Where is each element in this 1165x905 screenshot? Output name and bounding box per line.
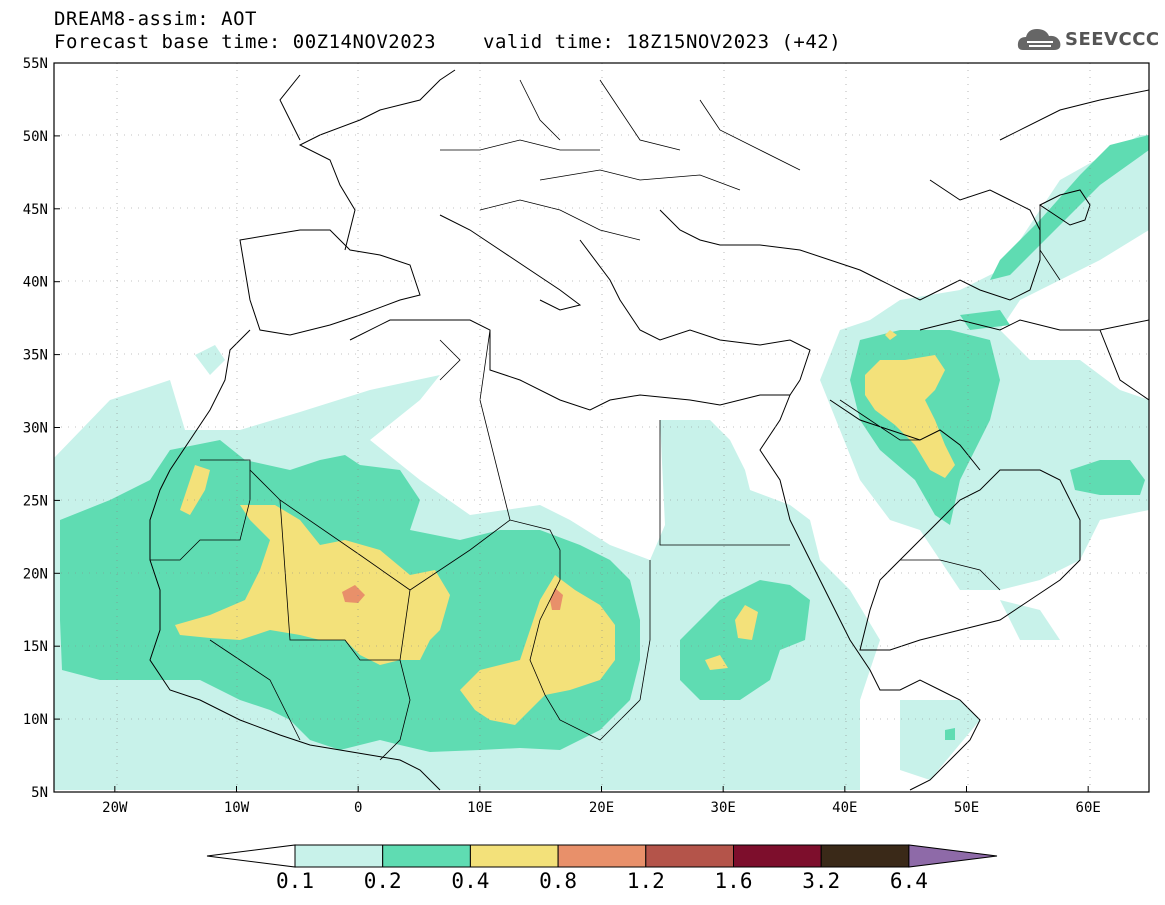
colorbar-bin: [557, 844, 647, 868]
lon-label: 30E: [711, 800, 736, 816]
lon-label: 10E: [467, 800, 492, 816]
colorbar-level-label: 0.8: [539, 869, 577, 893]
aot-band-0.4: [175, 330, 955, 725]
lon-label: 20E: [589, 800, 614, 816]
colorbar-bin: [733, 844, 822, 868]
lat-label: 30N: [23, 421, 48, 437]
lon-label: 10W: [224, 800, 250, 816]
colorbar-under-triangle: [206, 844, 296, 868]
colorbar-bin: [294, 844, 384, 868]
lat-label: 35N: [23, 348, 48, 364]
lat-label: 10N: [23, 712, 48, 728]
colorbar-level-label: 0.2: [364, 869, 402, 893]
lat-label: 45N: [23, 202, 48, 218]
country-borders: [150, 79, 1061, 761]
lat-label: 55N: [23, 56, 48, 72]
colorbar-bin: [645, 844, 734, 868]
lon-label: 20W: [102, 800, 128, 816]
graticule: [54, 63, 1149, 792]
valid-time: valid time: 18Z15NOV2023 (+42): [483, 31, 842, 53]
colorbar-level-label: 0.1: [276, 869, 314, 893]
colorbar-level-label: 1.2: [627, 869, 665, 893]
colorbar-level-label: 0.4: [451, 869, 489, 893]
colorbar-over-triangle: [908, 844, 998, 868]
seevccc-logo-text: SEEVCCC: [1065, 29, 1160, 50]
lon-label: 50E: [954, 800, 979, 816]
lat-label: 40N: [23, 275, 48, 291]
map-title: DREAM8-assim: AOT: [54, 8, 257, 30]
lat-label: 25N: [23, 493, 48, 509]
colorbar-level-label: 3.2: [802, 869, 840, 893]
lon-label: 0: [354, 800, 362, 816]
lat-label: 15N: [23, 639, 48, 655]
latitude-labels: 55N 50N 45N 40N 35N 30N 25N 20N 15N 10N 5N: [23, 56, 60, 801]
colorbar-bin: [382, 844, 471, 868]
lat-label: 20N: [23, 566, 48, 582]
lon-label: 40E: [832, 800, 857, 816]
lat-label: 50N: [23, 129, 48, 145]
colorbar-level-label: 6.4: [890, 869, 928, 893]
colorbar-level-label: 1.6: [715, 869, 753, 893]
aot-contours: [54, 135, 1149, 790]
coastlines: [149, 69, 1149, 791]
forecast-base-time: Forecast base time: 00Z14NOV2023: [54, 31, 437, 53]
longitude-labels: 20W 10W 0 10E 20E 30E 40E 50E 60E: [102, 786, 1101, 816]
colorbar-bin: [820, 844, 910, 868]
lat-label: 5N: [31, 785, 48, 801]
colorbar: 0.1 0.2 0.4 0.8 1.2 1.6 3.2 6.4: [206, 844, 998, 893]
colorbar-bin: [469, 844, 559, 868]
lon-label: 60E: [1076, 800, 1101, 816]
cloud-logo-icon: [1017, 29, 1061, 50]
